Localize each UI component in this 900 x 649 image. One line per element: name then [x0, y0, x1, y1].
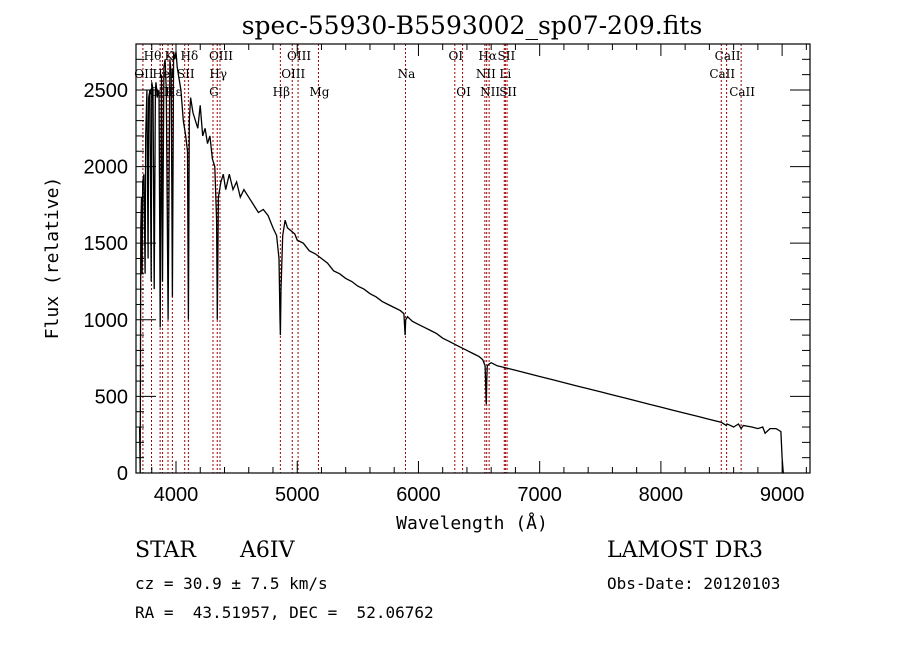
y-tick-label: 0 — [117, 463, 128, 485]
y-axis-label: Flux (relative) — [42, 177, 63, 340]
coordinates-text: RA = 43.51957, DEC = 52.06762 — [135, 603, 434, 622]
spectral-line-markers — [142, 44, 742, 473]
series-layer — [138, 51, 784, 474]
line-marker-label: OII — [134, 67, 154, 81]
x-tick-label: 7000 — [517, 484, 562, 506]
line-marker-label: NII — [480, 85, 500, 99]
x-axis-label: Wavelength (Å) — [396, 512, 548, 534]
y-tick-label: 500 — [95, 386, 128, 408]
series-spectrum — [138, 51, 784, 474]
x-tick-label: 8000 — [639, 484, 684, 506]
line-marker-label: OI — [456, 85, 471, 99]
line-marker-label: SII — [498, 49, 516, 63]
redshift-text: cz = 30.9 ± 7.5 km/s — [135, 574, 328, 593]
y-tick-label: 2500 — [84, 80, 129, 102]
x-tick-label: 4000 — [154, 484, 199, 506]
line-marker-label: SII — [177, 67, 195, 81]
line-marker-label: Mg — [309, 85, 329, 99]
x-tick-label: 6000 — [396, 484, 441, 506]
chart-title: spec-55930-B5593002_sp07-209.fits — [242, 11, 703, 40]
line-marker-label: OIII — [287, 49, 311, 63]
line-marker-label: Hα — [478, 49, 497, 63]
line-marker-label: OIII — [209, 49, 233, 63]
observation-date: Obs-Date: 20120103 — [607, 574, 781, 593]
line-marker-label: Hβ — [273, 85, 290, 99]
line-marker-label: G — [209, 85, 219, 99]
survey-name: LAMOST DR3 — [607, 538, 763, 563]
line-marker-label: Li — [499, 67, 511, 81]
axes — [135, 43, 811, 474]
spectral-subclass: A6IV — [240, 538, 295, 563]
object-type: STAR — [135, 538, 196, 563]
line-marker-label: OIII — [281, 67, 305, 81]
y-tick-label: 1500 — [84, 233, 129, 255]
line-marker-label: K — [165, 49, 175, 63]
line-marker-label: OI — [449, 49, 464, 63]
line-marker-label: Hγ — [209, 67, 227, 81]
line-marker-label: NII — [476, 67, 496, 81]
x-tick-label: 5000 — [275, 484, 320, 506]
line-marker-label: Na — [398, 67, 416, 81]
x-tick-label: 9000 — [760, 484, 805, 506]
plot-frame — [135, 43, 811, 474]
tick-labels: 4000 5000 6000 7000 8000 9000 0 500 1000 1500 2000… — [84, 80, 805, 506]
y-tick-label: 2000 — [84, 157, 129, 179]
line-marker-label: Hθ — [144, 49, 162, 63]
line-marker-label: CaII — [729, 85, 755, 99]
line-marker-label: CaII — [709, 67, 735, 81]
y-tick-label: 1000 — [84, 310, 129, 332]
line-marker-label: CaII — [715, 49, 741, 63]
line-marker-label: Hδ — [181, 49, 199, 63]
line-marker-label: SII — [499, 85, 517, 99]
